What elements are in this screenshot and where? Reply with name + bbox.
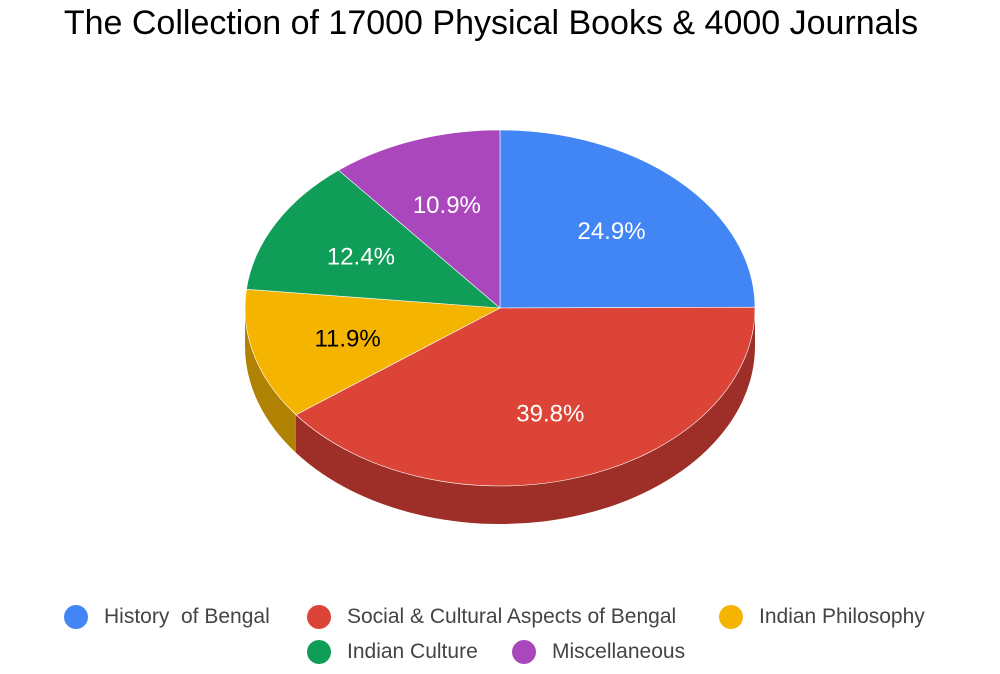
legend-item-social-cultural-aspects[interactable]: Social & Cultural Aspects of Bengal xyxy=(307,605,676,629)
legend-item-indian-philosophy[interactable]: Indian Philosophy xyxy=(719,605,925,629)
pie-slice-miscellaneous[interactable] xyxy=(338,129,501,309)
legend-item-indian-culture[interactable]: Indian Culture xyxy=(307,640,478,664)
slice-label-indian-philosophy: 11.9% xyxy=(314,325,380,352)
slice-label-miscellaneous: 10.9% xyxy=(413,192,481,219)
legend-row-2: Indian Culture Miscellaneous xyxy=(0,640,1000,674)
pie-slice-history-of-bengal[interactable] xyxy=(499,129,756,309)
chart-title: The Collection of 17000 Physical Books &… xyxy=(63,4,919,42)
legend-marker-icon xyxy=(307,640,331,664)
legend-label: Miscellaneous xyxy=(552,640,686,663)
pie-side-social-cultural-aspects-of-bengal xyxy=(295,308,755,524)
pie-sides xyxy=(245,308,755,524)
legend-label: History of Bengal xyxy=(104,605,270,628)
legend-marker-icon xyxy=(64,605,88,629)
legend-marker-icon xyxy=(719,605,743,629)
legend-label: Indian Philosophy xyxy=(759,605,925,628)
slice-label-social-cultural-aspects-of-bengal: 39.8% xyxy=(516,401,584,428)
pie-chart: 24.9% 39.8% 11.9% 12.4% 10.9% xyxy=(244,129,756,524)
legend-marker-icon xyxy=(512,640,536,664)
legend-label: Social & Cultural Aspects of Bengal xyxy=(347,605,677,628)
pie-labels: 24.9% 39.8% 11.9% 12.4% 10.9% xyxy=(314,192,645,428)
legend-item-miscellaneous[interactable]: Miscellaneous xyxy=(512,640,685,664)
pie-side-indian-philosophy xyxy=(245,308,296,453)
slice-label-history-of-bengal: 24.9% xyxy=(577,218,645,245)
pie-tops xyxy=(244,129,756,487)
pie-slice-indian-philosophy[interactable] xyxy=(244,288,502,416)
slice-label-indian-culture: 12.4% xyxy=(327,244,395,271)
legend-marker-icon xyxy=(307,605,331,629)
pie-slice-indian-culture[interactable] xyxy=(246,169,501,309)
legend-row-1: History of Bengal Social & Cultural Aspe… xyxy=(0,605,1000,639)
legend-item-history-of-bengal[interactable]: History of Bengal xyxy=(64,605,270,629)
pie-slice-social-cultural-aspects-of-bengal[interactable] xyxy=(295,306,756,487)
legend-label: Indian Culture xyxy=(347,640,478,663)
